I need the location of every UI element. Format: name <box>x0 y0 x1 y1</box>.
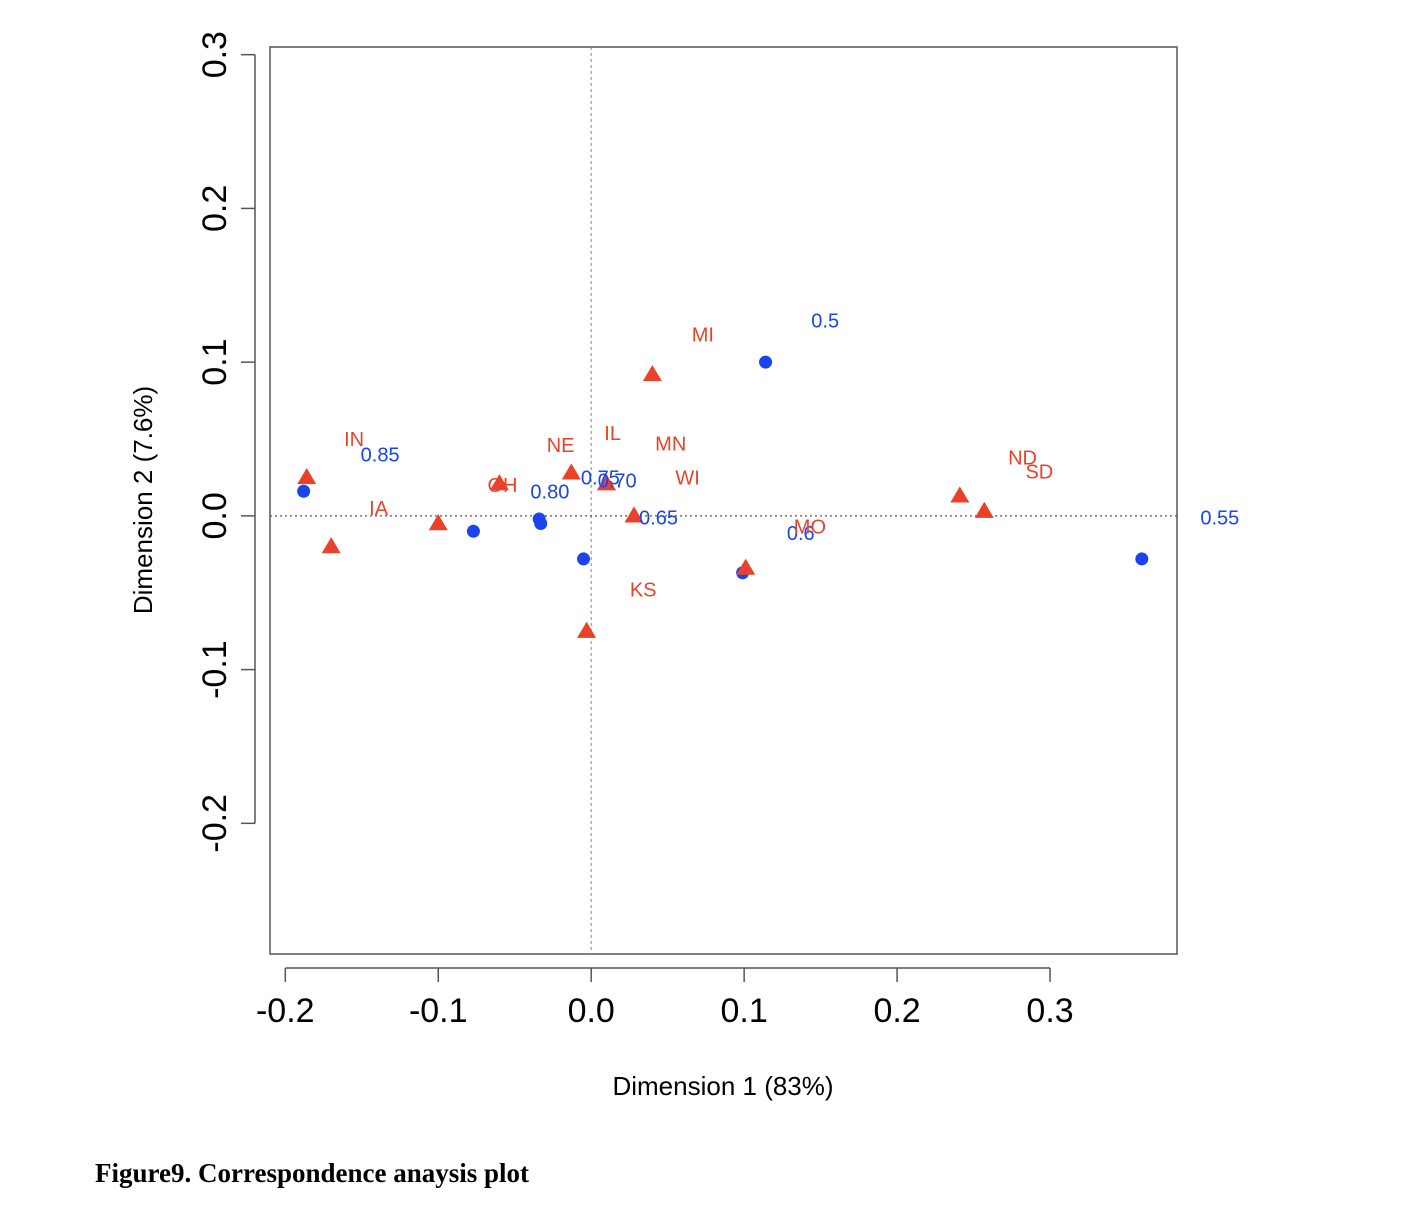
point-label: 0.6 <box>787 523 815 545</box>
triangle-point <box>596 474 616 491</box>
triangle-point <box>736 558 756 575</box>
point-label: MO <box>794 517 826 539</box>
y-axis-title: Dimension 2 (7.6%) <box>128 386 158 614</box>
point-label: IL <box>604 423 621 445</box>
y-tick-label: 0.3 <box>196 31 234 78</box>
triangle-point <box>489 474 509 491</box>
point-label: KS <box>630 580 657 602</box>
circle-point <box>759 355 773 369</box>
x-tick-label: -0.1 <box>409 992 468 1030</box>
x-axis-title: Dimension 1 (83%) <box>612 1071 833 1101</box>
point-label: 0.5 <box>811 311 839 333</box>
point-label: SD <box>1025 461 1053 483</box>
y-tick-label: 0.1 <box>196 339 234 386</box>
point-label: WI <box>675 467 699 489</box>
x-axis-ticks: -0.2 -0.1 0.0 0.1 0.2 0.3 <box>256 968 1074 1030</box>
triangle-point <box>577 621 597 638</box>
point-label: 0.65 <box>639 507 678 529</box>
x-tick-label: 0.3 <box>1026 992 1073 1030</box>
circle-point <box>1135 552 1149 566</box>
triangle-point <box>974 501 994 518</box>
y-tick-label: -0.1 <box>196 640 234 699</box>
triangle-point <box>950 486 970 503</box>
y-tick-label: -0.2 <box>196 794 234 853</box>
point-label: IN <box>344 429 364 451</box>
point-label: 0.75 <box>581 467 620 489</box>
correspondence-plot: -0.2 -0.1 0.0 0.1 0.2 0.3 -0.2 -0.1 0.0 0.1 0.2 0.… <box>128 31 1239 1101</box>
triangle-point <box>561 463 581 480</box>
plot-frame <box>269 46 1178 955</box>
y-axis-ticks: -0.2 -0.1 0.0 0.1 0.2 0.3 <box>196 31 255 853</box>
point-label: OH <box>487 475 517 497</box>
triangle-point <box>428 514 448 531</box>
x-tick-label: -0.2 <box>256 992 315 1030</box>
circle-point <box>466 524 480 538</box>
x-tick-label: 0.1 <box>721 992 768 1030</box>
y-tick-label: 0.0 <box>196 492 234 539</box>
point-label: IA <box>369 498 389 520</box>
point-label: 0.80 <box>530 481 569 503</box>
triangle-point <box>642 364 662 382</box>
triangle-point <box>321 537 341 554</box>
circle-point <box>297 484 311 498</box>
circle-point <box>532 512 546 526</box>
y-tick-label: 0.2 <box>196 185 234 232</box>
triangle-point <box>624 506 644 523</box>
point-label: NE <box>547 435 575 457</box>
point-label: 0.55 <box>1200 507 1239 529</box>
point-label: MI <box>692 324 714 346</box>
point-label: 0.70 <box>598 471 637 493</box>
point-label: MN <box>655 434 686 456</box>
x-tick-label: 0.2 <box>873 992 920 1030</box>
circle-point <box>577 552 591 566</box>
triangle-point <box>297 467 317 485</box>
point-label: ND <box>1008 447 1037 469</box>
point-label: 0.85 <box>361 444 400 466</box>
point-labels: 0.85 0.5 0.55 0.6 0.650.700.75 0.80 IN IA OH NE IL… <box>344 311 1239 602</box>
figure-caption: Figure9. Correspondence anaysis plot <box>95 1158 530 1188</box>
data-points <box>297 355 1149 638</box>
x-tick-label: 0.0 <box>568 992 615 1030</box>
